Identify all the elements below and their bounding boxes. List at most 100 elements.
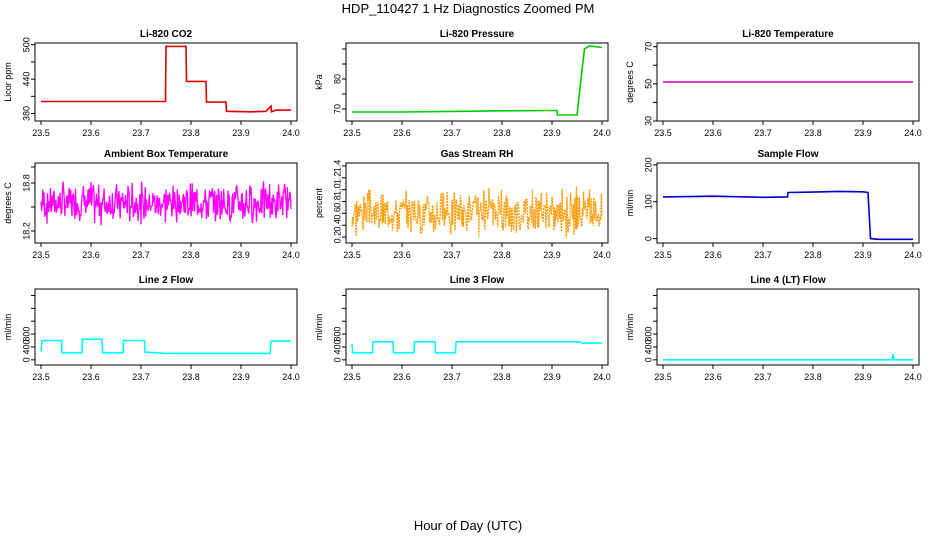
x-tick-label: 24.0 xyxy=(282,372,300,382)
plot-frame xyxy=(656,288,920,366)
plot-frame xyxy=(34,288,298,366)
y-axis-label: Licor ppm xyxy=(3,62,13,102)
x-tick-label: 23.8 xyxy=(182,128,200,138)
x-tick-label: 23.8 xyxy=(804,128,822,138)
y-tick-label: 70 xyxy=(643,42,653,52)
x-tick-label: 23.9 xyxy=(543,372,561,382)
x-tick-label: 24.0 xyxy=(593,128,611,138)
chart-panel: Ambient Box Temperature 23.5 23.6 23.7 23.8 2… xyxy=(3,149,300,260)
y-tick-label: 0.8 xyxy=(332,195,342,208)
x-tick-label: 23.8 xyxy=(493,250,511,260)
x-tick-label: 23.5 xyxy=(32,128,50,138)
x-tick-label: 23.6 xyxy=(704,128,722,138)
y-tick-label: 400 xyxy=(21,339,31,354)
y-axis-label: kPa xyxy=(314,74,324,90)
data-series-line xyxy=(40,181,292,226)
y-tick-label: 800 xyxy=(332,327,342,342)
y-axis-label: ml/min xyxy=(314,314,324,341)
y-tick-label: 0 xyxy=(643,236,653,241)
x-tick-label: 23.9 xyxy=(232,250,250,260)
y-tick-label: 80 xyxy=(332,74,342,84)
panel-title: Li-820 Pressure xyxy=(440,29,515,40)
x-tick-label: 23.7 xyxy=(132,128,150,138)
x-tick-label: 23.7 xyxy=(443,250,461,260)
y-tick-label: 0 xyxy=(332,357,342,362)
x-tick-label: 24.0 xyxy=(904,250,922,260)
x-tick-label: 23.5 xyxy=(654,128,672,138)
x-tick-label: 23.5 xyxy=(654,250,672,260)
x-tick-label: 23.6 xyxy=(82,250,100,260)
x-tick-label: 23.8 xyxy=(804,250,822,260)
x-tick-label: 23.7 xyxy=(754,250,772,260)
y-axis-label: ml/min xyxy=(625,314,635,341)
x-tick-label: 23.5 xyxy=(32,250,50,260)
x-tick-label: 23.5 xyxy=(654,372,672,382)
x-tick-label: 23.6 xyxy=(393,372,411,382)
x-tick-label: 23.6 xyxy=(393,128,411,138)
y-axis-label: ml/min xyxy=(3,314,13,341)
y-tick-label: 200 xyxy=(643,157,653,172)
panel-title: Li-820 Temperature xyxy=(742,29,834,40)
y-tick-label: 100 xyxy=(643,194,653,209)
y-axis-label: degrees C xyxy=(3,182,13,224)
chart-panel: Line 3 Flow 23.5 23.6 23.7 23.8 23.9 24.0 0 4008… xyxy=(314,275,611,382)
y-tick-label: 500 xyxy=(21,37,31,52)
x-tick-label: 23.6 xyxy=(82,128,100,138)
y-tick-label: 18.8 xyxy=(21,174,31,192)
data-series-line xyxy=(41,45,291,113)
data-series-line xyxy=(40,338,291,355)
x-axis-label: Hour of Day (UTC) xyxy=(413,518,523,533)
y-tick-label: 400 xyxy=(643,339,653,354)
x-tick-label: 23.6 xyxy=(704,250,722,260)
x-tick-label: 23.7 xyxy=(754,372,772,382)
y-tick-label: 440 xyxy=(21,72,31,87)
x-tick-label: 23.8 xyxy=(804,372,822,382)
x-tick-label: 23.8 xyxy=(182,372,200,382)
y-tick-label: 70 xyxy=(332,104,342,114)
chart-panel: Line 2 Flow 23.5 23.6 23.7 23.8 23.9 24.0 0 4008… xyxy=(3,275,300,382)
x-tick-label: 23.7 xyxy=(132,372,150,382)
x-tick-label: 24.0 xyxy=(593,250,611,260)
x-tick-label: 23.5 xyxy=(32,372,50,382)
data-series-line xyxy=(662,190,913,241)
chart-panel: Gas Stream RH 23.5 23.6 23.7 23.8 23.9 24.0 0.2… xyxy=(314,149,611,260)
panel-title: Ambient Box Temperature xyxy=(104,149,229,160)
y-tick-label: 0 xyxy=(643,357,653,362)
x-tick-label: 24.0 xyxy=(904,128,922,138)
plot-frame xyxy=(345,288,609,366)
y-tick-label: 0 xyxy=(21,357,31,362)
x-tick-label: 23.5 xyxy=(343,250,361,260)
x-tick-label: 24.0 xyxy=(282,128,300,138)
panel-title: Line 2 Flow xyxy=(139,275,194,286)
figure-title: HDP_110427 1 Hz Diagnostics Zoomed PM xyxy=(341,1,595,16)
y-axis-label: degrees C xyxy=(625,61,635,103)
data-series-line xyxy=(663,353,913,361)
x-tick-label: 23.9 xyxy=(854,372,872,382)
x-tick-label: 23.6 xyxy=(393,250,411,260)
y-axis-label: ml/min xyxy=(625,190,635,217)
y-tick-label: 18.2 xyxy=(21,222,31,240)
x-tick-label: 23.8 xyxy=(493,372,511,382)
y-tick-label: 1.0 xyxy=(332,183,342,196)
x-tick-label: 23.7 xyxy=(443,372,461,382)
y-tick-label: 0.4 xyxy=(332,219,342,232)
x-tick-label: 23.7 xyxy=(443,128,461,138)
x-tick-label: 23.9 xyxy=(543,250,561,260)
plot-frame xyxy=(34,162,298,244)
data-series-line xyxy=(351,186,603,238)
panel-title: Line 3 Flow xyxy=(450,275,505,286)
y-axis-label: percent xyxy=(314,187,324,218)
chart-panel: Li-820 Pressure 23.5 23.6 23.7 23.8 23.9 24.0 7… xyxy=(314,29,611,138)
x-tick-label: 23.8 xyxy=(493,128,511,138)
x-tick-label: 23.6 xyxy=(82,372,100,382)
x-tick-label: 23.5 xyxy=(343,372,361,382)
plot-frame xyxy=(345,42,609,122)
y-tick-label: 800 xyxy=(21,327,31,342)
x-tick-label: 23.8 xyxy=(182,250,200,260)
y-tick-label: 30 xyxy=(643,116,653,126)
y-tick-label: 0.2 xyxy=(332,231,342,244)
chart-panel: Li-820 CO2 23.5 23.6 23.7 23.8 23.9 24.0 380 440… xyxy=(3,29,300,138)
y-tick-label: 1.2 xyxy=(332,172,342,185)
y-tick-label: 0.6 xyxy=(332,207,342,220)
